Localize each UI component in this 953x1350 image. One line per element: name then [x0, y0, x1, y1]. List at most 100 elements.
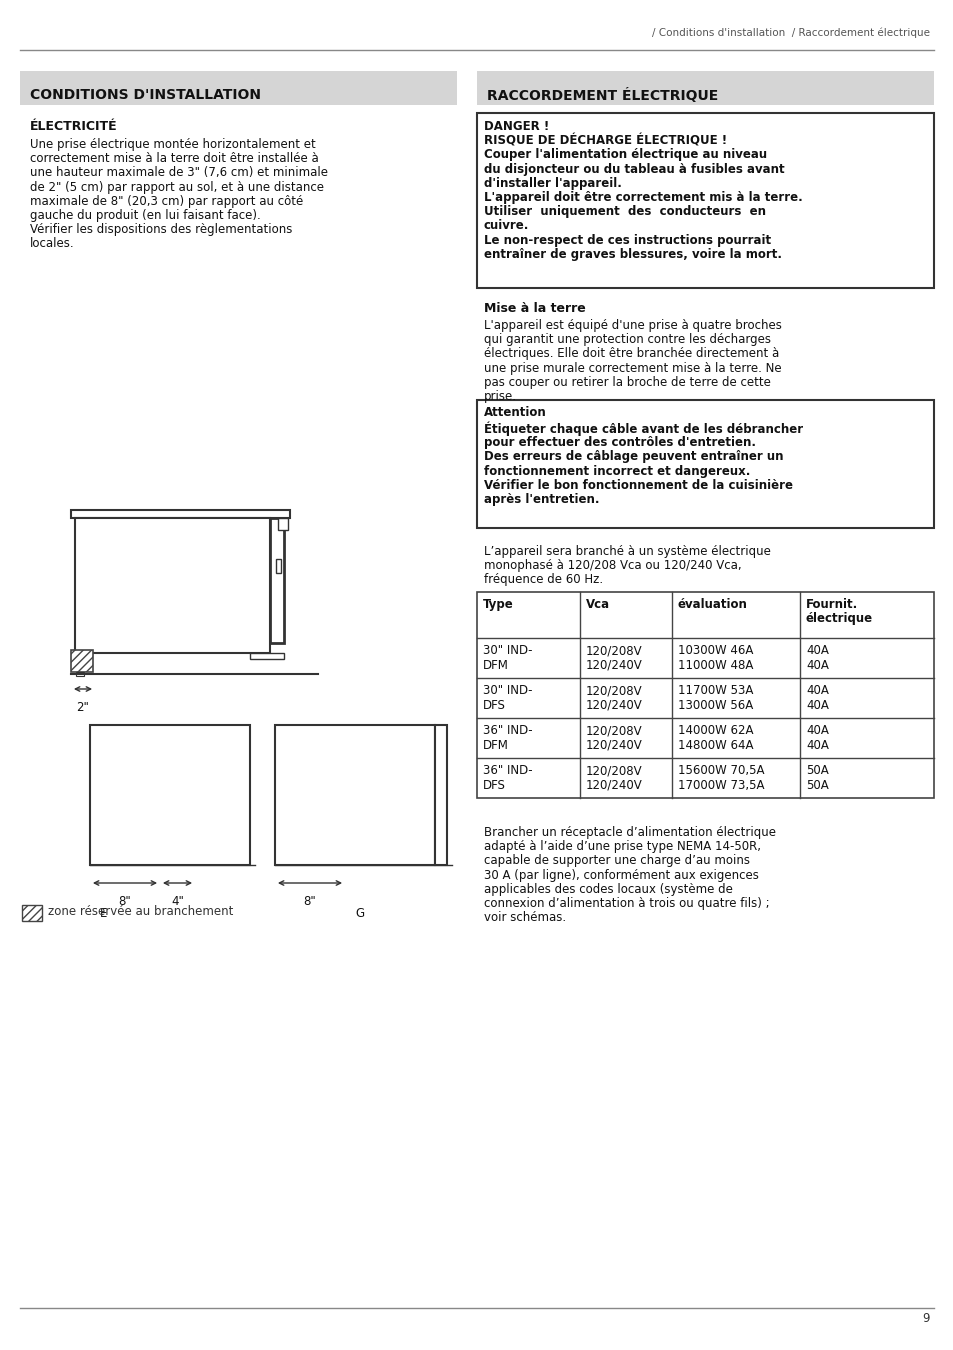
Text: 9: 9 [922, 1312, 929, 1324]
Text: connexion d’alimentation à trois ou quatre fils) ;: connexion d’alimentation à trois ou quat… [483, 896, 769, 910]
Text: qui garantit une protection contre les décharges: qui garantit une protection contre les d… [483, 333, 770, 346]
Text: applicables des codes locaux (système de: applicables des codes locaux (système de [483, 883, 732, 896]
Text: fréquence de 60 Hz.: fréquence de 60 Hz. [483, 574, 602, 586]
Text: Étiqueter chaque câble avant de les débrancher: Étiqueter chaque câble avant de les débr… [483, 423, 802, 436]
Text: / Conditions d'installation  / Raccordement électrique: / Conditions d'installation / Raccordeme… [651, 27, 929, 38]
Text: L'appareil est équipé d'une prise à quatre broches: L'appareil est équipé d'une prise à quat… [483, 319, 781, 332]
Text: 30 A (par ligne), conformément aux exigences: 30 A (par ligne), conformément aux exige… [483, 868, 758, 882]
Text: 14800W 64A: 14800W 64A [678, 738, 753, 752]
Bar [476, 593, 933, 798]
Text: 17000W 73,5A: 17000W 73,5A [678, 779, 763, 792]
Text: 40A: 40A [805, 699, 828, 711]
Bar [435, 725, 447, 865]
Text: 120/240V: 120/240V [585, 699, 642, 711]
Text: électrique: électrique [805, 612, 872, 625]
Text: 4": 4" [171, 895, 184, 909]
Text: Vérifier les dispositions des règlementations: Vérifier les dispositions des règlementa… [30, 223, 292, 236]
Bar [22, 904, 42, 921]
Text: Attention: Attention [483, 406, 546, 418]
Text: 40A: 40A [805, 738, 828, 752]
Text: capable de supporter une charge d’au moins: capable de supporter une charge d’au moi… [483, 855, 749, 868]
Bar [90, 725, 250, 865]
Text: 36" IND-: 36" IND- [482, 764, 532, 778]
Text: ÉLECTRICITÉ: ÉLECTRICITÉ [30, 120, 117, 134]
Text: 13000W 56A: 13000W 56A [678, 699, 753, 711]
Text: 11700W 53A: 11700W 53A [678, 684, 753, 697]
Text: DFS: DFS [482, 699, 505, 711]
Text: Vérifier le bon fonctionnement de la cuisinière: Vérifier le bon fonctionnement de la cui… [483, 479, 792, 491]
Text: 120/240V: 120/240V [585, 779, 642, 792]
Text: monophasé à 120/208 Vca ou 120/240 Vca,: monophasé à 120/208 Vca ou 120/240 Vca, [483, 559, 740, 572]
Text: pour effectuer des contrôles d'entretien.: pour effectuer des contrôles d'entretien… [483, 436, 755, 450]
Text: gauche du produit (en lui faisant face).: gauche du produit (en lui faisant face). [30, 209, 260, 221]
Text: 40A: 40A [805, 724, 828, 737]
Text: pas couper ou retirer la broche de terre de cette: pas couper ou retirer la broche de terre… [483, 375, 770, 389]
Text: une hauteur maximale de 3" (7,6 cm) et minimale: une hauteur maximale de 3" (7,6 cm) et m… [30, 166, 328, 180]
Text: 120/208V: 120/208V [585, 684, 642, 697]
Text: de 2" (5 cm) par rapport au sol, et à une distance: de 2" (5 cm) par rapport au sol, et à un… [30, 181, 324, 193]
Text: 11000W 48A: 11000W 48A [678, 659, 753, 672]
Text: du disjoncteur ou du tableau à fusibles avant: du disjoncteur ou du tableau à fusibles … [483, 162, 783, 176]
Text: cuivre.: cuivre. [483, 220, 529, 232]
Bar [76, 672, 84, 676]
Text: 120/240V: 120/240V [585, 738, 642, 752]
Text: évaluation: évaluation [678, 598, 747, 612]
Text: maximale de 8" (20,3 cm) par rapport au côté: maximale de 8" (20,3 cm) par rapport au … [30, 194, 303, 208]
Text: 120/240V: 120/240V [585, 659, 642, 672]
Bar [75, 518, 270, 653]
Text: L'appareil doit être correctement mis à la terre.: L'appareil doit être correctement mis à … [483, 190, 801, 204]
Text: après l'entretien.: après l'entretien. [483, 493, 598, 506]
Text: Des erreurs de câblage peuvent entraîner un: Des erreurs de câblage peuvent entraîner… [483, 451, 782, 463]
Text: locales.: locales. [30, 238, 74, 250]
Text: Brancher un réceptacle d’alimentation électrique: Brancher un réceptacle d’alimentation él… [483, 826, 775, 838]
Bar [274, 725, 435, 865]
Bar [71, 649, 92, 672]
Text: d'installer l'appareil.: d'installer l'appareil. [483, 177, 621, 190]
Text: électriques. Elle doit être branchée directement à: électriques. Elle doit être branchée dir… [483, 347, 779, 360]
Text: 120/208V: 120/208V [585, 724, 642, 737]
Bar [476, 113, 933, 288]
Text: RACCORDEMENT ÉLECTRIQUE: RACCORDEMENT ÉLECTRIQUE [486, 88, 718, 103]
Text: 10300W 46A: 10300W 46A [678, 644, 753, 657]
Text: 40A: 40A [805, 659, 828, 672]
Text: 120/208V: 120/208V [585, 644, 642, 657]
Text: zone réservée au branchement: zone réservée au branchement [48, 904, 233, 918]
Text: fonctionnement incorrect et dangereux.: fonctionnement incorrect et dangereux. [483, 464, 750, 478]
Text: Type: Type [482, 598, 514, 612]
Text: 40A: 40A [805, 644, 828, 657]
Text: DFM: DFM [482, 738, 508, 752]
Text: prise.: prise. [483, 390, 517, 404]
Bar [476, 72, 933, 105]
Text: L’appareil sera branché à un système électrique: L’appareil sera branché à un système éle… [483, 545, 770, 558]
Text: 30" IND-: 30" IND- [482, 684, 532, 697]
Text: 50A: 50A [805, 779, 828, 792]
Bar [20, 72, 456, 105]
Text: voir schémas.: voir schémas. [483, 911, 565, 925]
Bar [277, 518, 288, 531]
Text: E: E [100, 907, 108, 919]
Text: 8": 8" [303, 895, 316, 909]
Text: 8": 8" [118, 895, 132, 909]
Text: Vca: Vca [585, 598, 610, 612]
Text: 15600W 70,5A: 15600W 70,5A [678, 764, 763, 778]
Text: adapté à l’aide d’une prise type NEMA 14-50R,: adapté à l’aide d’une prise type NEMA 14… [483, 840, 760, 853]
Text: DFM: DFM [482, 659, 508, 672]
Text: correctement mise à la terre doit être installée à: correctement mise à la terre doit être i… [30, 153, 318, 165]
Text: une prise murale correctement mise à la terre. Ne: une prise murale correctement mise à la … [483, 362, 781, 374]
Text: Utiliser  uniquement  des  conducteurs  en: Utiliser uniquement des conducteurs en [483, 205, 765, 219]
Bar [71, 510, 290, 518]
Text: Le non-respect de ces instructions pourrait: Le non-respect de ces instructions pourr… [483, 234, 770, 247]
Text: 36" IND-: 36" IND- [482, 724, 532, 737]
Bar [275, 559, 281, 572]
Text: 40A: 40A [805, 684, 828, 697]
Text: 14000W 62A: 14000W 62A [678, 724, 753, 737]
Text: 30" IND-: 30" IND- [482, 644, 532, 657]
Text: DFS: DFS [482, 779, 505, 792]
Text: CONDITIONS D'INSTALLATION: CONDITIONS D'INSTALLATION [30, 88, 261, 103]
Text: Couper l'alimentation électrique au niveau: Couper l'alimentation électrique au nive… [483, 148, 766, 162]
Bar [476, 400, 933, 528]
Bar [250, 653, 284, 659]
Text: 120/208V: 120/208V [585, 764, 642, 778]
Text: Une prise électrique montée horizontalement et: Une prise électrique montée horizontalem… [30, 138, 315, 151]
Text: Mise à la terre: Mise à la terre [483, 302, 585, 315]
